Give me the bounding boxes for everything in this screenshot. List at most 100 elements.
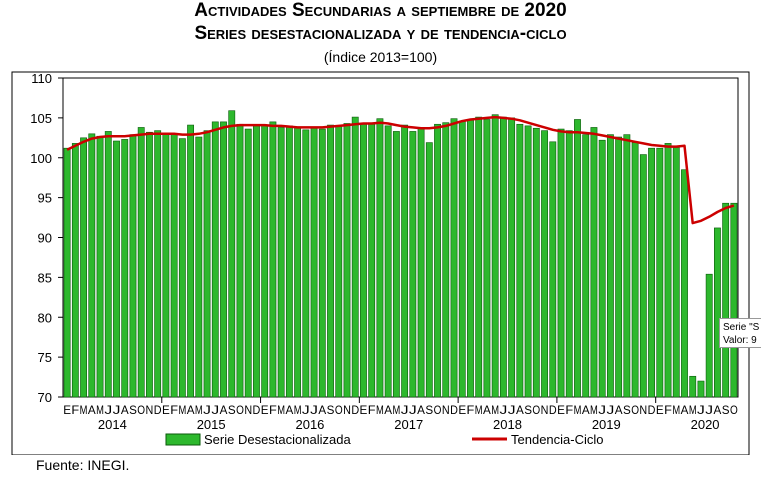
x-tick-label-month: O [137,403,145,417]
x-tick-label-month: A [187,403,195,417]
bar [491,114,499,398]
x-tick-label-month: A [384,403,392,417]
x-tick-label-month: J [310,403,318,417]
x-tick-label-month: E [656,403,664,417]
y-tick-label: 110 [31,71,52,86]
chart-title-line2: Series desestacionalizada y de tendencia… [194,23,567,44]
bar [499,116,507,398]
bar [253,125,260,398]
x-tick-label-month: N [541,403,549,417]
x-tick-label-month: D [154,403,162,417]
x-tick-label-month: M [178,403,186,417]
x-tick-label-month: J [203,403,211,417]
x-tick-label-month: J [598,403,606,417]
x-tick-label-month: N [146,403,154,417]
bar [631,142,639,398]
bar [705,273,713,398]
x-tick-label-year: 2017 [394,417,423,432]
x-tick-label-year: 2015 [197,417,226,432]
bar [392,131,400,398]
x-tick-label-month: D [351,403,359,417]
x-tick-label-month: D [253,403,261,417]
bar [508,117,516,398]
bar [137,127,145,398]
legend: Serie Desestacionalizada Tendencia-Ciclo [165,432,604,447]
y-tick-label: 85 [38,270,52,285]
source-note: Fuente: INEGI. [36,457,130,473]
x-tick-label-month: J [409,403,417,417]
x-tick-label-month: F [71,403,79,417]
bar [549,141,557,398]
bar [88,133,96,398]
x-tick-label-month: S [327,403,335,417]
bar [80,137,87,398]
bar [244,128,252,398]
bar [302,129,310,398]
bar [442,122,450,398]
x-tick-label-month: N [244,403,252,417]
x-tick-label-month: O [730,403,738,417]
x-tick-label-month: F [467,403,475,417]
chart-outer-frame [11,71,750,455]
tooltip-line2: Valor: 9 [723,335,757,346]
bar [672,147,680,398]
bar [450,118,458,398]
bar [722,202,730,398]
x-tick-label-month: E [63,403,71,417]
bar [697,380,705,398]
x-tick-label-month: N [442,403,450,417]
bar [343,123,351,398]
x-tick-label-month: M [392,403,400,417]
y-tick-label: 105 [30,111,52,126]
bar [113,140,120,398]
y-tick-label: 100 [30,151,52,166]
x-tick-label-month: N [639,403,647,417]
x-tick-label-year: 2018 [493,417,522,432]
y-tick-label: 80 [38,310,52,325]
bar [318,128,326,398]
bar [681,169,688,398]
bar [714,227,721,398]
y-tick-label: 70 [38,390,52,405]
bar [483,119,491,398]
x-tick-label-month: A [582,403,590,417]
bar [154,130,162,398]
x-tick-label-month: F [368,403,376,417]
legend-label-line: Tendencia-Ciclo [511,432,604,447]
x-tick-label-month: O [335,403,343,417]
x-tick-label-month: A [285,403,293,417]
bar [425,142,433,398]
x-tick-label-month: E [557,403,565,417]
x-tick-label-month: M [590,403,598,417]
x-tick-label-month: S [129,403,137,417]
bar [203,130,211,398]
x-tick-label-month: M [376,403,384,417]
x-tick-label-month: J [705,403,713,417]
bar [623,134,631,398]
x-tick-label-month: F [664,403,672,417]
x-tick-label-month: M [689,403,697,417]
bar [606,134,614,398]
x-tick-label-month: A [516,403,524,417]
x-tick-label-year: 2020 [691,417,720,432]
x-tick-label-month: J [508,403,516,417]
x-tick-label-month: A [681,403,689,417]
bar [639,154,647,398]
bar [664,143,672,398]
bar [590,127,598,398]
x-tick-label-month: M [277,403,285,417]
bar [236,123,244,398]
bar [401,124,409,398]
x-tick-label-month: J [401,403,409,417]
x-tick-label-month: E [261,403,269,417]
x-tick-label-month: J [211,403,219,417]
bar [269,121,277,398]
bar [96,135,104,398]
x-tick-label-month: D [648,403,656,417]
x-tick-label-month: S [425,403,433,417]
x-tick-label-month: O [631,403,639,417]
x-tick-label-month: N [343,403,351,417]
x-tick-label-month: A [121,403,129,417]
